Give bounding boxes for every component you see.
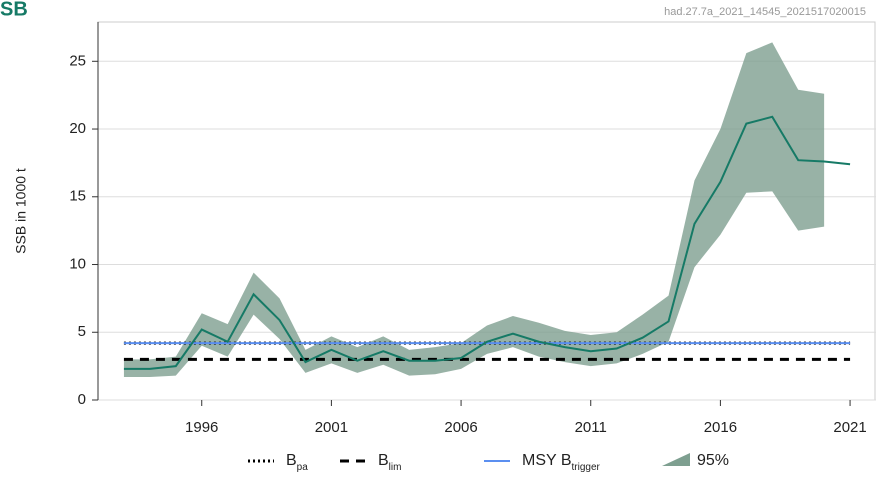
legend-label-main: B bbox=[378, 452, 389, 469]
chart-title: SB bbox=[0, 0, 28, 20]
x-tick-label: 2021 bbox=[833, 419, 866, 436]
chart-subtitle: had.27.7a_2021_14545_2021517020015 bbox=[664, 6, 866, 18]
legend-label: Blim bbox=[378, 452, 401, 472]
y-tick-label: 25 bbox=[69, 52, 86, 69]
confidence-band bbox=[123, 42, 825, 377]
y-tick-label: 0 bbox=[78, 391, 86, 408]
legend-label-sub: lim bbox=[389, 462, 402, 473]
x-tick-label: 1996 bbox=[185, 419, 218, 436]
y-tick-label: 5 bbox=[78, 323, 86, 340]
y-tick-label: 10 bbox=[69, 255, 86, 272]
legend-label: Bpa bbox=[286, 452, 308, 472]
x-tick-label: 2011 bbox=[575, 419, 607, 436]
legend-label-sub: pa bbox=[297, 462, 309, 473]
series-line bbox=[123, 115, 851, 370]
x-tick-label: 2016 bbox=[704, 419, 737, 436]
y-tick-label: 20 bbox=[69, 120, 86, 137]
x-tick-label: 2001 bbox=[315, 419, 348, 436]
y-tick-label: 15 bbox=[69, 188, 86, 205]
y-axis-label: SSB in 1000 t bbox=[13, 168, 29, 254]
legend-swatch bbox=[662, 453, 690, 466]
x-tick-label: 2006 bbox=[444, 419, 477, 436]
legend-label: 95% bbox=[697, 452, 729, 469]
legend-label-sub: trigger bbox=[572, 462, 601, 473]
legend-label: MSY Btrigger bbox=[522, 452, 601, 472]
legend-label-main: MSY B bbox=[522, 452, 572, 469]
legend-label-main: B bbox=[286, 452, 297, 469]
